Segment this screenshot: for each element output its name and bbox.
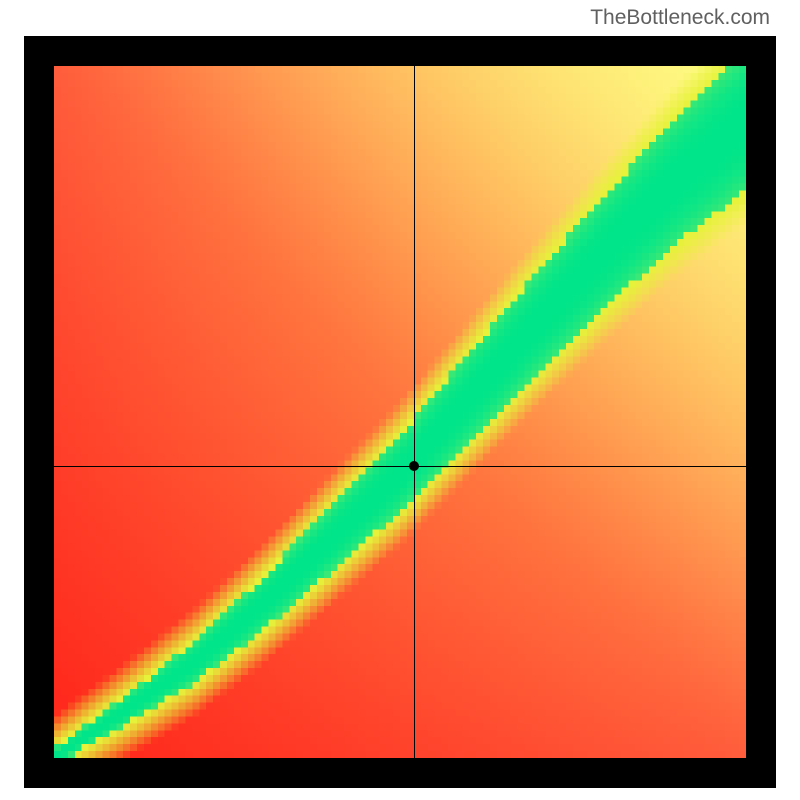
crosshair-vertical — [414, 66, 415, 758]
attribution-text: TheBottleneck.com — [590, 6, 770, 30]
crosshair-horizontal — [54, 466, 746, 467]
plot-frame — [24, 36, 776, 788]
data-point-marker — [409, 461, 419, 471]
bottleneck-heatmap — [54, 66, 746, 758]
chart-container: TheBottleneck.com — [0, 0, 800, 800]
